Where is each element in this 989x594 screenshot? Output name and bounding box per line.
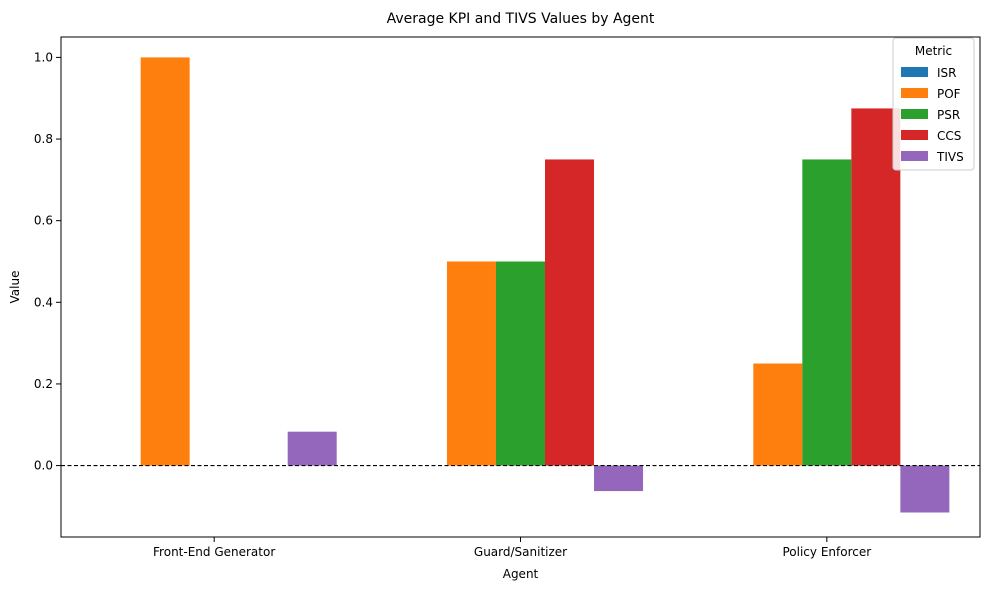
- legend: Metric ISR POF PSR CCS TIVS: [892, 37, 975, 171]
- legend-swatch-tivs: [901, 151, 928, 161]
- legend-label-pof: POF: [937, 87, 961, 101]
- bar-pof-guard-sanitizer: [446, 261, 496, 466]
- legend-label-isr: ISR: [937, 66, 957, 80]
- y-tick-label: 0.4: [34, 295, 53, 309]
- bar-psr-guard-sanitizer: [495, 261, 546, 466]
- legend-label-tivs: TIVS: [936, 150, 964, 164]
- legend-swatch-isr: [901, 67, 928, 77]
- y-tick-label: 0.2: [34, 377, 53, 391]
- bar-psr-policy-enforcer: [802, 159, 852, 466]
- legend-label-ccs: CCS: [937, 129, 961, 143]
- legend-title: Metric: [915, 44, 952, 58]
- bar-tivs-guard-sanitizer: [594, 465, 644, 492]
- bar-ccs-guard-sanitizer: [545, 159, 595, 466]
- y-tick-label: 0.8: [34, 132, 53, 146]
- bar-pof-policy-enforcer: [753, 363, 803, 466]
- bar-pof-front-end-generator: [140, 57, 190, 466]
- legend-swatch-psr: [901, 109, 928, 119]
- bar-tivs-policy-enforcer: [900, 465, 950, 513]
- y-tick-label: 0.0: [34, 459, 53, 473]
- x-tick-label: Guard/Sanitizer: [474, 545, 567, 559]
- y-tick-label: 0.6: [34, 214, 53, 228]
- legend-swatch-pof: [901, 88, 928, 98]
- legend-label-psr: PSR: [937, 108, 960, 122]
- x-axis-label: Agent: [503, 567, 539, 581]
- y-tick-label: 1.0: [34, 50, 53, 64]
- x-tick-label: Front-End Generator: [153, 545, 275, 559]
- bar-tivs-front-end-generator: [287, 431, 337, 466]
- chart-title: Average KPI and TIVS Values by Agent: [387, 11, 655, 27]
- legend-swatch-ccs: [901, 130, 928, 140]
- x-tick-label: Policy Enforcer: [782, 545, 871, 559]
- bar-ccs-policy-enforcer: [851, 108, 901, 466]
- y-axis-label: Value: [8, 271, 22, 304]
- bars-group: [140, 57, 950, 513]
